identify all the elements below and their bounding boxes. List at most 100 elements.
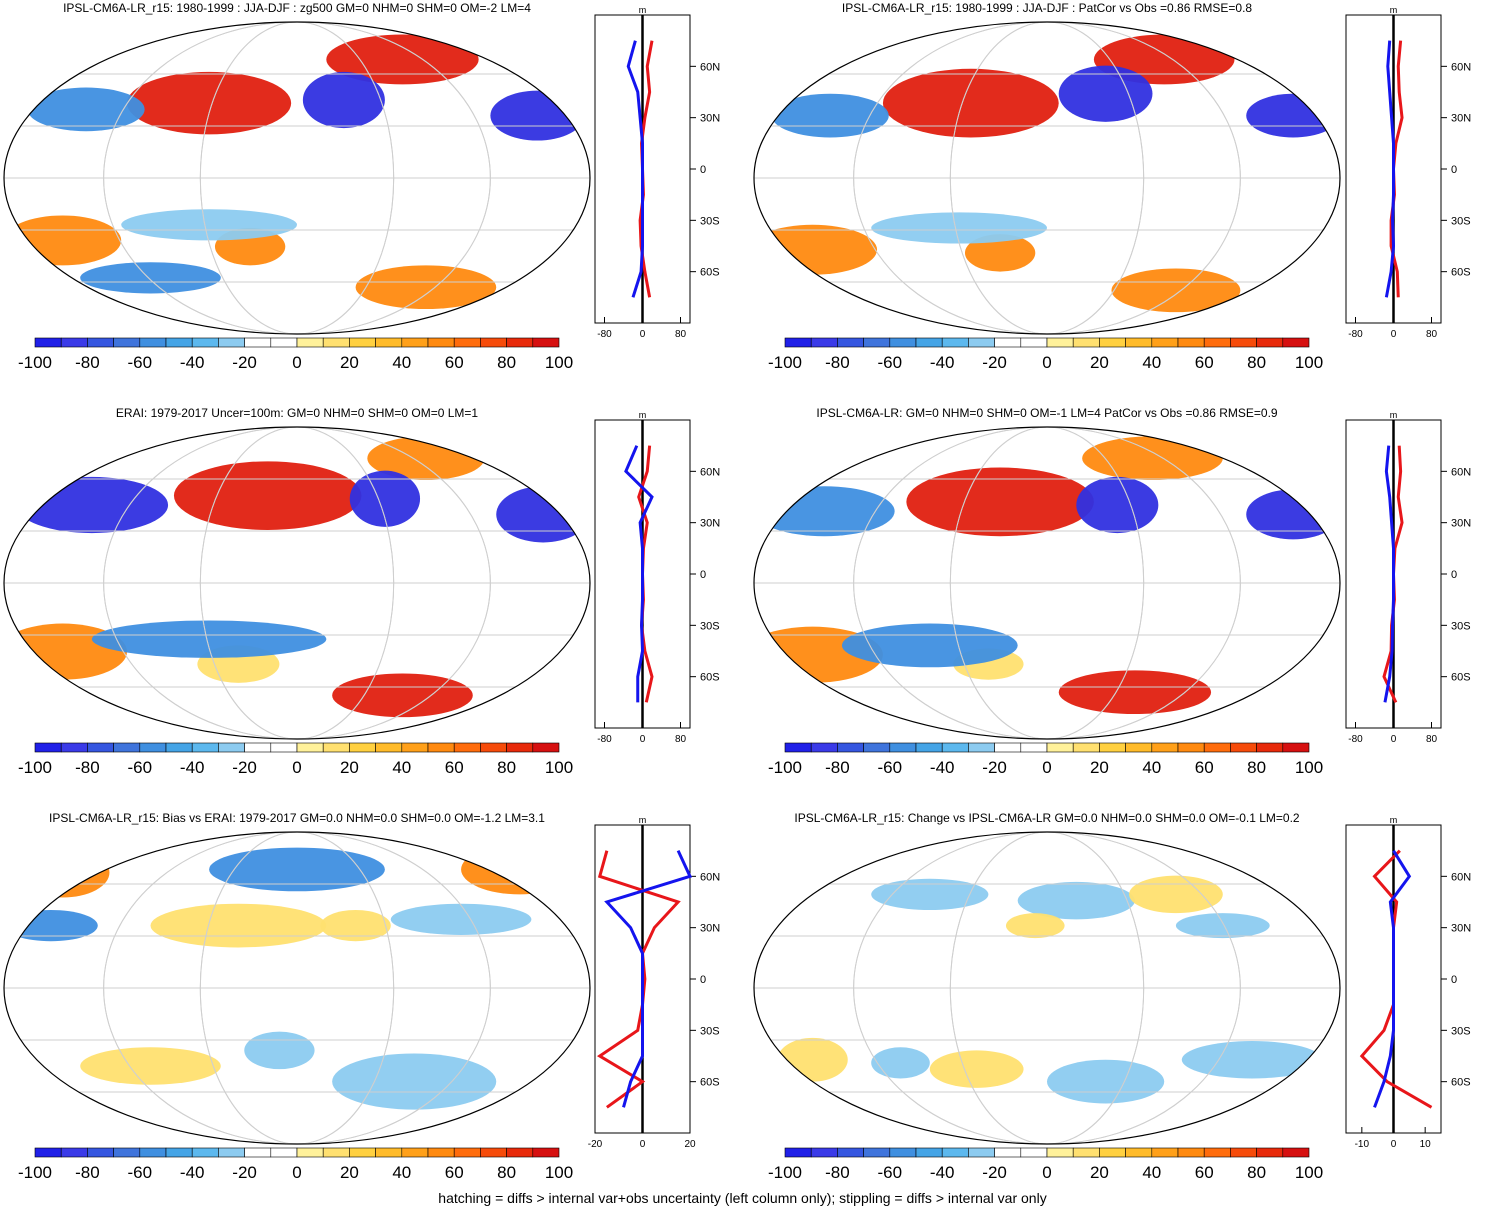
panel-title: IPSL-CM6A-LR_r15: Bias vs ERAI: 1979-201… xyxy=(49,811,545,825)
zonal-mean-panel: -80 0 80 m 60N 30N 0 30S 60S xyxy=(594,5,720,340)
zonal-lat-tick-label: 30N xyxy=(700,923,720,935)
zonal-lat-tick-label: 0 xyxy=(700,974,706,986)
colorbar-swatch xyxy=(1203,742,1231,753)
colorbar-tick-label: 60 xyxy=(445,353,464,372)
map-outline xyxy=(3,426,591,740)
anomaly-region xyxy=(1181,1041,1323,1079)
colorbar-swatch xyxy=(270,1147,298,1158)
colorbar-swatch xyxy=(139,337,167,348)
panel-a: IPSL-CM6A-LR_r15: 1980-1999 : JJA-DJF : … xyxy=(3,1,720,372)
colorbar-tick-label: -100 xyxy=(18,353,52,372)
figure-footer-note: hatching = diffs > internal var+obs unce… xyxy=(438,1190,1047,1206)
colorbar-tick-label: 20 xyxy=(1090,353,1109,372)
anomaly-region xyxy=(15,847,110,898)
anomaly-region xyxy=(127,71,292,135)
colorbar-tick-label: -40 xyxy=(180,353,205,372)
anomaly-region xyxy=(121,209,297,241)
anomaly-region xyxy=(1047,1059,1165,1104)
panel-title: IPSL-CM6A-LR_r15: 1980-1999 : JJA-DJF : … xyxy=(63,1,531,15)
zonal-lat-tick-label: 60N xyxy=(700,61,720,73)
colorbar-swatch xyxy=(296,1147,324,1158)
colorbar-swatch xyxy=(480,1147,507,1158)
colorbar-swatch xyxy=(218,742,245,753)
colorbar-swatch xyxy=(87,1147,114,1158)
colorbar-swatch xyxy=(244,337,272,348)
colorbar-swatch xyxy=(165,1147,193,1158)
colorbar-swatch xyxy=(427,337,455,348)
colorbar-tick-label: -80 xyxy=(825,1163,850,1182)
colorbar-tick-label: 40 xyxy=(1142,1163,1161,1182)
colorbar-swatch xyxy=(994,1147,1022,1158)
zonal-x-tick-label: 10 xyxy=(1420,1139,1432,1150)
colorbar-tick-label: 40 xyxy=(1142,758,1161,777)
zonal-x-tick-label: -20 xyxy=(588,1139,603,1150)
map-field xyxy=(4,427,590,739)
colorbar-swatch xyxy=(165,742,193,753)
colorbar-tick-label: -40 xyxy=(930,758,955,777)
colorbar-tick-label: -60 xyxy=(878,353,903,372)
map-field xyxy=(4,22,590,334)
panel-c: ERAI: 1979-2017 Uncer=100m: GM=0 NHM=0 S… xyxy=(3,406,720,777)
colorbar-tick-label: 100 xyxy=(545,1163,573,1182)
colorbar-swatch xyxy=(1072,337,1100,348)
colorbar-swatch xyxy=(506,742,534,753)
colorbar-tick-label: -20 xyxy=(232,353,257,372)
anomaly-region xyxy=(871,1047,930,1079)
anomaly-region xyxy=(1058,670,1212,715)
zonal-red-curve xyxy=(596,850,681,1109)
colorbar-tick-label: 100 xyxy=(545,353,573,372)
anomaly-region xyxy=(754,224,878,275)
colorbar-swatch xyxy=(863,1147,891,1158)
colorbar-swatch xyxy=(1099,742,1126,753)
zonal-x-tick-label: 80 xyxy=(675,734,687,745)
colorbar-tick-label: -20 xyxy=(232,1163,257,1182)
colorbar-swatch xyxy=(113,337,141,348)
colorbar-tick-label: -100 xyxy=(18,758,52,777)
colorbar-swatch xyxy=(401,742,429,753)
colorbar-tick-label: 80 xyxy=(497,1163,516,1182)
colorbar-tick-label: 0 xyxy=(292,353,301,372)
zonal-mean-panel: -80 0 80 m 60N 30N 0 30S 60S xyxy=(1345,410,1471,745)
colorbar-swatch xyxy=(941,1147,969,1158)
zonal-unit-label: m xyxy=(639,815,647,825)
zonal-x-tick-label: -80 xyxy=(1348,329,1363,340)
colorbar-tick-label: 100 xyxy=(1295,758,1323,777)
colorbar-tick-label: 100 xyxy=(1295,1163,1323,1182)
colorbar-swatch xyxy=(1282,337,1310,348)
colorbar-swatch xyxy=(191,742,219,753)
colorbar: -100 -80 -60 -40 -20 0 20 40 60 80 100 xyxy=(18,742,573,777)
colorbar-tick-label: 20 xyxy=(1090,758,1109,777)
colorbar-swatch xyxy=(1177,337,1205,348)
colorbar-swatch xyxy=(968,742,995,753)
map-field xyxy=(754,427,1340,739)
colorbar-swatch xyxy=(532,742,560,753)
zonal-x-tick-label: 0 xyxy=(640,329,646,340)
colorbar-swatch xyxy=(1125,742,1153,753)
colorbar-swatch xyxy=(1177,742,1205,753)
colorbar-tick-label: 40 xyxy=(392,758,411,777)
anomaly-region xyxy=(302,71,385,129)
map-outline xyxy=(753,21,1341,335)
colorbar-tick-label: 60 xyxy=(1195,353,1214,372)
anomaly-region xyxy=(332,1053,497,1110)
zonal-lat-tick-label: 30S xyxy=(700,215,720,227)
anomaly-region xyxy=(1005,913,1065,939)
colorbar-swatch xyxy=(113,1147,141,1158)
zonal-lat-tick-label: 60N xyxy=(1451,871,1471,883)
zonal-lat-tick-label: 60S xyxy=(700,1077,720,1089)
colorbar-tick-label: 80 xyxy=(497,758,516,777)
colorbar-swatch xyxy=(87,337,114,348)
colorbar: -100 -80 -60 -40 -20 0 20 40 60 80 100 xyxy=(18,1147,573,1182)
colorbar-tick-label: 80 xyxy=(497,353,516,372)
colorbar-swatch xyxy=(87,742,114,753)
colorbar-swatch xyxy=(784,742,812,753)
anomaly-region xyxy=(355,265,497,310)
zonal-mean-panel: -80 0 80 m 60N 30N 0 30S 60S xyxy=(594,410,720,745)
anomaly-region xyxy=(244,1031,315,1070)
zonal-lat-tick-label: 60N xyxy=(700,466,720,478)
zonal-x-tick-label: -10 xyxy=(1355,1139,1370,1150)
colorbar-swatch xyxy=(810,1147,838,1158)
colorbar-swatch xyxy=(427,742,455,753)
colorbar-tick-label: 0 xyxy=(1042,758,1051,777)
colorbar-swatch xyxy=(375,1147,403,1158)
